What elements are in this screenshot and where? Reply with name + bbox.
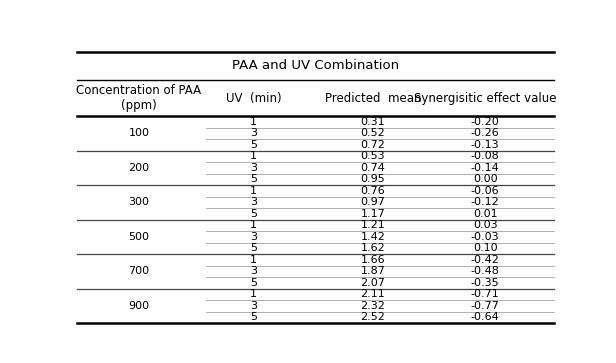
Text: 1: 1 xyxy=(250,186,257,196)
Text: 1.66: 1.66 xyxy=(361,255,385,265)
Text: 2.07: 2.07 xyxy=(360,278,386,288)
Text: -0.26: -0.26 xyxy=(471,129,500,138)
Text: 5: 5 xyxy=(250,140,257,150)
Text: Synergisitic effect value: Synergisitic effect value xyxy=(414,91,556,105)
Text: -0.13: -0.13 xyxy=(471,140,500,150)
Text: 900: 900 xyxy=(129,301,150,311)
Text: 0.53: 0.53 xyxy=(361,151,385,162)
Text: 3: 3 xyxy=(250,301,257,311)
Text: -0.48: -0.48 xyxy=(471,266,500,276)
Text: 3: 3 xyxy=(250,197,257,207)
Text: Predicted  mean: Predicted mean xyxy=(325,91,421,105)
Text: 100: 100 xyxy=(129,129,150,138)
Text: -0.03: -0.03 xyxy=(471,232,500,242)
Text: -0.06: -0.06 xyxy=(471,186,500,196)
Text: 1.62: 1.62 xyxy=(360,243,386,253)
Text: 5: 5 xyxy=(250,243,257,253)
Text: 2.11: 2.11 xyxy=(360,289,386,299)
Text: 0.03: 0.03 xyxy=(473,220,498,231)
Text: -0.71: -0.71 xyxy=(471,289,500,299)
Text: 1: 1 xyxy=(250,117,257,127)
Text: 3: 3 xyxy=(250,266,257,276)
Text: 0.01: 0.01 xyxy=(473,209,498,219)
Text: 0.95: 0.95 xyxy=(360,175,386,184)
Text: 1: 1 xyxy=(250,255,257,265)
Text: 3: 3 xyxy=(250,129,257,138)
Text: 0.10: 0.10 xyxy=(473,243,498,253)
Text: 200: 200 xyxy=(129,163,150,173)
Text: 5: 5 xyxy=(250,278,257,288)
Text: 0.76: 0.76 xyxy=(360,186,386,196)
Text: 0.74: 0.74 xyxy=(360,163,386,173)
Text: Concentration of PAA
(ppm): Concentration of PAA (ppm) xyxy=(76,84,201,112)
Text: 0.97: 0.97 xyxy=(360,197,386,207)
Text: 300: 300 xyxy=(129,197,150,207)
Text: PAA and UV Combination: PAA and UV Combination xyxy=(232,60,399,73)
Text: 5: 5 xyxy=(250,312,257,322)
Text: 2.52: 2.52 xyxy=(360,312,386,322)
Text: 0.00: 0.00 xyxy=(473,175,498,184)
Text: 700: 700 xyxy=(129,266,150,276)
Text: 0.31: 0.31 xyxy=(361,117,385,127)
Text: 500: 500 xyxy=(129,232,150,242)
Text: 1: 1 xyxy=(250,289,257,299)
Text: 1.17: 1.17 xyxy=(360,209,386,219)
Text: -0.64: -0.64 xyxy=(471,312,500,322)
Text: 1.87: 1.87 xyxy=(360,266,386,276)
Text: -0.42: -0.42 xyxy=(471,255,500,265)
Text: UV  (min): UV (min) xyxy=(226,91,282,105)
Text: 1.21: 1.21 xyxy=(360,220,386,231)
Text: -0.12: -0.12 xyxy=(471,197,500,207)
Text: 1: 1 xyxy=(250,151,257,162)
Text: 0.72: 0.72 xyxy=(360,140,386,150)
Text: 2.32: 2.32 xyxy=(360,301,386,311)
Text: 3: 3 xyxy=(250,232,257,242)
Text: 0.52: 0.52 xyxy=(360,129,386,138)
Text: 5: 5 xyxy=(250,209,257,219)
Text: -0.35: -0.35 xyxy=(471,278,500,288)
Text: -0.77: -0.77 xyxy=(471,301,500,311)
Text: 3: 3 xyxy=(250,163,257,173)
Text: 1.42: 1.42 xyxy=(360,232,386,242)
Text: -0.14: -0.14 xyxy=(471,163,500,173)
Text: -0.08: -0.08 xyxy=(471,151,500,162)
Text: 1: 1 xyxy=(250,220,257,231)
Text: -0.20: -0.20 xyxy=(471,117,500,127)
Text: 5: 5 xyxy=(250,175,257,184)
